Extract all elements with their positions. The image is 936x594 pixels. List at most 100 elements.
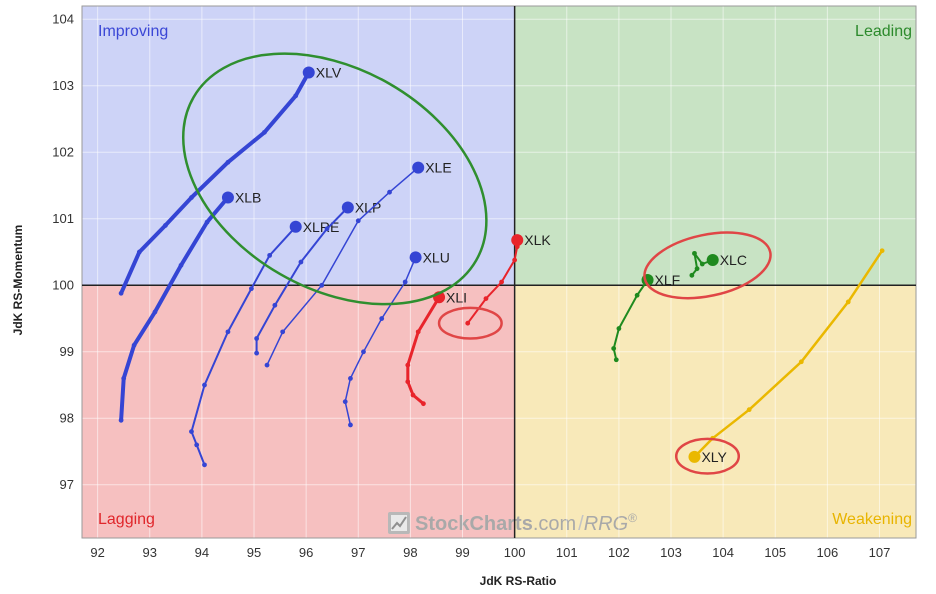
- x-tick-label: 97: [351, 545, 365, 560]
- x-tick-label: 93: [143, 545, 157, 560]
- series-point: [415, 329, 421, 335]
- series-point: [348, 376, 353, 381]
- y-tick-label: 103: [52, 78, 74, 93]
- series-point: [178, 262, 184, 268]
- series-point: [361, 349, 366, 355]
- quadrant-backgrounds: [82, 6, 916, 538]
- x-tick-label: 95: [247, 545, 261, 560]
- series-point: [202, 462, 207, 468]
- x-tick-label: 99: [455, 545, 469, 560]
- series-xlv: XLV: [118, 65, 342, 296]
- series-point: [342, 399, 348, 405]
- series-head-point: [511, 234, 524, 247]
- series-point: [225, 159, 231, 165]
- series-point: [319, 282, 325, 288]
- series-point: [121, 376, 127, 381]
- x-tick-label: 94: [195, 545, 209, 560]
- series-point: [465, 320, 471, 326]
- series-xlk: XLK: [465, 232, 551, 326]
- tick-labels: 92 93 94 95 96 97 98 99 100 101 102 103 104 105 106 107…: [52, 11, 890, 560]
- series-head-point: [221, 191, 234, 204]
- series-head-point: [688, 450, 701, 463]
- series-point: [879, 248, 885, 254]
- watermark: StockCharts.com/RRG®: [388, 511, 637, 535]
- highlight-group: [181, 52, 772, 475]
- series-line: [693, 249, 884, 459]
- series-point: [616, 326, 622, 331]
- x-tick-label: 100: [504, 545, 526, 560]
- series-point: [272, 302, 278, 308]
- quadrant-leading: [514, 6, 916, 286]
- svg-text:StockCharts.com/RRG®: StockCharts.com/RRG®: [415, 511, 637, 535]
- quadrant-label-improving: Improving: [98, 23, 168, 40]
- watermark-domain: .com: [533, 513, 576, 535]
- series-point: [402, 279, 408, 285]
- series-head-point: [409, 251, 422, 264]
- series-point: [694, 266, 700, 272]
- series-point: [254, 336, 260, 341]
- series-point: [405, 379, 411, 385]
- series-point: [254, 350, 260, 356]
- series-point: [634, 292, 640, 298]
- watermark-product: RRG: [584, 513, 628, 535]
- series-head-point: [341, 201, 354, 214]
- stockcharts-logo-icon: [388, 512, 410, 534]
- x-tick-label: 96: [299, 545, 313, 560]
- series-point: [798, 359, 804, 365]
- series-point: [845, 299, 851, 305]
- series-line: [266, 166, 419, 366]
- series-point: [421, 401, 426, 407]
- series-point: [298, 259, 304, 265]
- series-point: [293, 93, 299, 99]
- series-point: [189, 195, 194, 200]
- quadrant-labels: Improving Leading Lagging Weakening: [98, 23, 912, 528]
- series-point: [689, 272, 695, 278]
- series-label: XLP: [355, 199, 381, 215]
- series-point: [387, 189, 392, 195]
- series-point: [267, 252, 273, 258]
- series-label: XLU: [423, 249, 450, 265]
- x-axis-title: JdK RS-Ratio: [480, 574, 557, 588]
- series-point: [118, 290, 124, 296]
- series-head-point: [706, 254, 719, 267]
- series-point: [194, 442, 200, 448]
- series-label: XLY: [701, 449, 727, 465]
- x-tick-label: 107: [869, 545, 891, 560]
- watermark-registered: ®: [628, 511, 637, 525]
- series-xlre: XLRE: [189, 219, 340, 468]
- series-point: [202, 382, 207, 388]
- x-tick-label: 102: [608, 545, 630, 560]
- quadrant-label-lagging: Lagging: [98, 511, 155, 528]
- series-point: [483, 296, 489, 301]
- series-point: [613, 357, 619, 363]
- series-point: [410, 392, 416, 398]
- series-point: [225, 329, 231, 335]
- series-point: [499, 279, 505, 285]
- y-tick-label: 97: [60, 477, 74, 492]
- series-point: [405, 362, 411, 368]
- x-tick-label: 103: [660, 545, 682, 560]
- y-tick-label: 104: [52, 11, 74, 26]
- series-point: [152, 309, 158, 315]
- series-label: XLB: [235, 190, 261, 206]
- series-line: [119, 70, 311, 296]
- watermark-brand: StockCharts: [415, 513, 533, 535]
- series-point: [692, 250, 697, 256]
- series-point: [324, 226, 330, 232]
- quadrant-label-leading: Leading: [855, 23, 912, 40]
- series-label: XLF: [655, 272, 681, 288]
- series-label: XLI: [446, 289, 467, 305]
- x-tick-label: 101: [556, 545, 578, 560]
- series-group: XLV XLB XLRE XLP XLE XLU XLI XLK XLF XLC XLY: [118, 65, 885, 468]
- series-xly: XLY: [688, 248, 885, 465]
- series-point: [131, 342, 137, 348]
- quadrant-label-weakening: Weakening: [832, 511, 912, 528]
- series-xlb: XLB: [118, 190, 261, 423]
- series-label: XLRE: [303, 219, 340, 235]
- series-point: [189, 429, 194, 434]
- highlight-ellipse: [181, 52, 488, 306]
- y-tick-label: 102: [52, 144, 74, 159]
- series-xlu: XLU: [342, 249, 450, 428]
- x-tick-label: 98: [403, 545, 417, 560]
